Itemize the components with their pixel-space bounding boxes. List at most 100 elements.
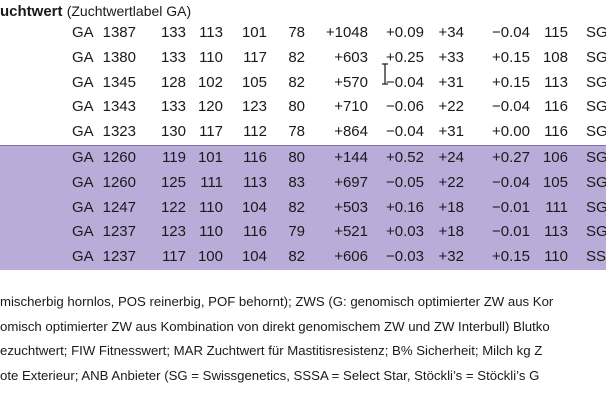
footnotes: mischerbig hornlos, POS reinerbig, POF b… [0,290,606,388]
cell-c: 101 [241,24,267,41]
cell-b: 110 [199,198,223,216]
milk-cell: +710 [334,98,368,116]
zw-cell: 1323 [102,123,136,141]
cell-a: 133 [160,48,186,66]
cell-c: 117 [243,48,267,66]
cell-d: 78 [288,123,305,141]
provider-cell: SG [586,198,606,216]
fat-cell: −0.03 [386,248,424,266]
provider-cell: SG [586,98,606,116]
score-cell: 110 [544,248,568,266]
protein-cell: +18 [438,223,464,241]
table-row: GA 1260 119 101 116 80 +144 +0.52 +24 +0.27 106 SG [0,145,606,171]
zw-cell: 1237 [102,248,136,266]
rating-cell: GA [72,223,94,241]
breeding-value-table: GA 1387 133 113 101 78 +1048 +0.09 +34 −0.04 115 SG… [0,21,606,270]
protein-cell: +31 [438,73,464,91]
milk-cell: +503 [334,198,368,216]
rating-cell: GA [72,73,94,91]
value-cell: +0.00 [492,123,530,141]
zw-cell: 1380 [102,48,136,66]
rating-cell: GA [72,173,94,191]
cell-b: 110 [199,223,223,241]
score-cell: 116 [544,98,568,116]
value-cell: −0.01 [492,223,530,241]
score-cell: 116 [544,123,568,141]
table-row: GA 1343 133 120 123 80 +710 −0.06 +22 −0.04 116 SG [0,95,606,120]
rating-cell: GA [72,48,94,66]
provider-cell: SG [586,48,606,66]
provider-cell: SG [586,24,606,41]
fat-cell: −0.05 [386,173,424,191]
cell-b: 113 [199,24,223,41]
provider-cell: SG [586,73,606,91]
table-row: GA 1387 133 113 101 78 +1048 +0.09 +34 −0.04 115 SG [0,21,606,46]
cell-d: 78 [288,24,305,41]
milk-cell: +570 [334,73,368,91]
cell-a: 133 [160,24,186,41]
cell-b: 100 [197,248,223,266]
provider-cell: SG [586,223,606,241]
protein-cell: +18 [438,198,464,216]
rating-cell: GA [72,248,94,266]
table-row: GA 1247 122 110 104 82 +503 +0.16 +18 −0.01 111 SG [0,195,606,221]
protein-cell: +34 [438,24,464,41]
rating-cell: GA [72,198,94,216]
table-row: GA 1237 117 100 104 82 +606 −0.03 +32 +0.15 110 SS [0,245,606,270]
value-cell: −0.04 [492,24,530,41]
milk-cell: +864 [334,123,368,141]
zw-cell: 1260 [102,148,136,166]
provider-cell: SG [586,173,606,191]
protein-cell: +24 [438,148,464,166]
cell-a: 125 [160,173,186,191]
value-cell: +0.27 [492,148,530,166]
milk-cell: +1048 [325,24,368,41]
rating-cell: GA [72,123,94,141]
cell-a: 119 [162,148,186,166]
rating-cell: GA [72,148,94,166]
protein-cell: +22 [438,98,464,116]
provider-cell: SS [586,248,606,266]
table-title-bold: uchtwert [0,3,63,20]
footnote-line: mischerbig hornlos, POS reinerbig, POF b… [0,294,554,309]
cell-d: 82 [288,73,305,91]
protein-cell: +32 [438,248,464,266]
cell-a: 128 [160,73,186,91]
cell-c: 123 [241,98,267,116]
fat-cell: +0.16 [386,198,424,216]
cell-c: 113 [243,173,267,191]
zw-cell: 1247 [102,198,136,216]
protein-cell: +33 [438,48,464,66]
score-cell: 113 [544,223,568,241]
score-cell: 111 [545,198,568,216]
cell-c: 112 [243,123,267,141]
value-cell: −0.04 [492,173,530,191]
cell-b: 101 [197,148,223,166]
cell-b: 120 [197,98,223,116]
cell-d: 82 [288,48,305,66]
table-row: GA 1260 125 111 113 83 +697 −0.05 +22 −0.04 105 SG [0,170,606,196]
provider-cell: SG [586,123,606,141]
value-cell: +0.15 [492,248,530,266]
fat-cell: −0.06 [386,98,424,116]
value-cell: −0.01 [492,198,530,216]
rating-cell: GA [72,98,94,116]
protein-cell: +22 [438,173,464,191]
fat-cell: −0.04 [386,73,424,91]
cell-a: 130 [160,123,186,141]
cell-d: 82 [288,198,305,216]
fat-cell: +0.03 [386,223,424,241]
cell-c: 116 [243,148,267,166]
cell-d: 82 [288,248,305,266]
milk-cell: +606 [334,248,368,266]
zw-cell: 1343 [102,98,136,116]
cell-a: 123 [160,223,186,241]
cell-a: 122 [160,198,186,216]
protein-cell: +31 [438,123,464,141]
milk-cell: +144 [334,148,368,166]
fat-cell: −0.04 [386,123,424,141]
milk-cell: +521 [334,223,368,241]
milk-cell: +603 [334,48,368,66]
fat-cell: +0.25 [386,48,424,66]
table-row: GA 1237 123 110 116 79 +521 +0.03 +18 −0.01 113 SG [0,220,606,246]
